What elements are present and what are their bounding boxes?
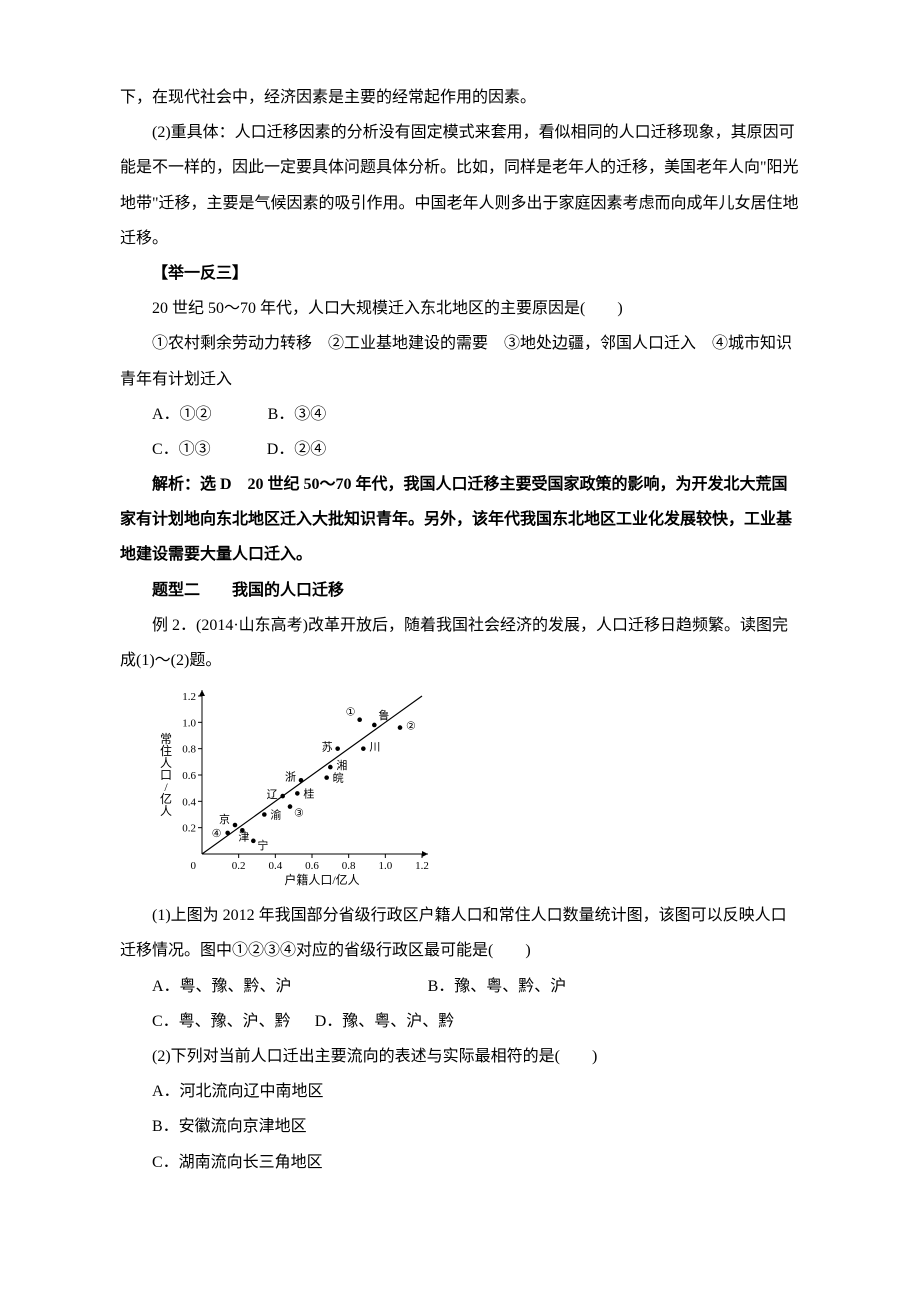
scatter-chart: 0.2 0.4 0.6 0.8 1.0 1.2 0.2 0.4 0.6 0.8 1.0 1.2 0 ① 鲁 ②… (152, 688, 800, 888)
svg-text:①: ① (346, 707, 356, 719)
svg-text:④: ④ (212, 828, 222, 840)
sub-question2-stem: (2)下列对当前人口迁出主要流向的表述与实际最相符的是( ) (120, 1039, 800, 1074)
svg-text:0.4: 0.4 (182, 797, 196, 809)
svg-text:人: 人 (160, 804, 172, 818)
svg-text:1.2: 1.2 (182, 691, 196, 703)
sub1-option-d: D．豫、粤、沪、黔 (315, 1013, 455, 1030)
sub2-option-a: A．河北流向辽中南地区 (120, 1074, 800, 1109)
svg-text:0.8: 0.8 (342, 860, 356, 872)
paragraph-body: (2)重具体：人口迁移因素的分析没有固定模式来套用，看似相同的人口迁移现象，其原… (120, 115, 800, 256)
section-heading-type2: 题型二 我国的人口迁移 (120, 573, 800, 608)
section-heading-apply: 【举一反三】 (120, 256, 800, 291)
svg-text:湘: 湘 (336, 758, 347, 772)
example2-stem: 例 2．(2014·山东高考)改革开放后，随着我国社会经济的发展，人口迁移日趋频… (120, 608, 800, 678)
option-d: D．②④ (267, 441, 327, 458)
sub2-option-b: B．安徽流向京津地区 (120, 1109, 800, 1144)
svg-text:宁: 宁 (257, 838, 268, 852)
svg-text:川: 川 (369, 742, 380, 754)
svg-text:0.6: 0.6 (182, 770, 196, 782)
option-b: B．③④ (268, 406, 327, 423)
svg-text:③: ③ (294, 808, 304, 820)
sub1-option-b: B．豫、粤、黔、沪 (428, 978, 567, 995)
svg-text:0.4: 0.4 (268, 860, 282, 872)
svg-text:0.6: 0.6 (305, 860, 319, 872)
svg-text:苏: 苏 (322, 741, 333, 754)
svg-text:浙: 浙 (285, 770, 296, 783)
svg-text:②: ② (406, 721, 416, 733)
sub2-option-c: C．湖南流向长三角地区 (120, 1145, 800, 1180)
question1-options-row2: C．①③ D．②④ (120, 432, 800, 467)
sub1-options-row1: A．粤、豫、黔、沪 B．豫、粤、黔、沪 (120, 969, 800, 1004)
question1-items: ①农村剩余劳动力转移 ②工业基地建设的需要 ③地处边疆，邻国人口迁入 ④城市知识… (120, 326, 800, 396)
svg-text:1.2: 1.2 (415, 860, 429, 872)
svg-text:桂: 桂 (303, 787, 314, 801)
option-c: C．①③ (152, 441, 211, 458)
svg-text:户籍人口/亿人: 户籍人口/亿人 (284, 872, 359, 887)
sub-question1-stem: (1)上图为 2012 年我国部分省级行政区户籍人口和常住人口数量统计图，该图可… (120, 898, 800, 968)
svg-text:辽: 辽 (267, 788, 278, 801)
sub1-options-row2: C．粤、豫、沪、黔 D．豫、粤、沪、黔 (120, 1004, 800, 1039)
svg-text:渝: 渝 (270, 808, 281, 822)
question1-options-row1: A．①② B．③④ (120, 397, 800, 432)
svg-text:1.0: 1.0 (378, 860, 392, 872)
question1-stem: 20 世纪 50～70 年代，人口大规模迁入东北地区的主要原因是( ) (120, 291, 800, 326)
svg-text:0.2: 0.2 (232, 860, 246, 872)
svg-text:皖: 皖 (333, 771, 344, 785)
svg-text:津: 津 (238, 830, 249, 843)
sub1-option-a: A．粤、豫、黔、沪 (152, 978, 292, 995)
paragraph-continuation: 下，在现代社会中，经济因素是主要的经常起作用的因素。 (120, 80, 800, 115)
svg-text:京: 京 (219, 812, 230, 826)
option-a: A．①② (152, 406, 212, 423)
svg-text:0.8: 0.8 (182, 744, 196, 756)
sub1-option-c: C．粤、豫、沪、黔 (152, 1013, 291, 1030)
svg-text:鲁: 鲁 (378, 708, 389, 722)
svg-text:0.2: 0.2 (182, 823, 196, 835)
svg-text:1.0: 1.0 (182, 718, 196, 730)
question1-answer: 解析：选 D 20 世纪 50～70 年代，我国人口迁移主要受国家政策的影响，为… (120, 467, 800, 573)
svg-text:0: 0 (191, 860, 197, 872)
